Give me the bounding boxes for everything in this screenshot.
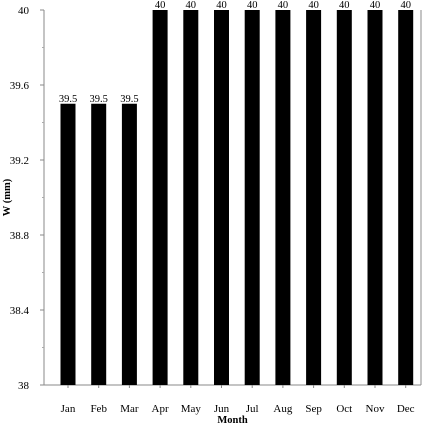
axes-layer xyxy=(40,9,422,388)
x-tick-label: Sep xyxy=(305,403,322,415)
bar-value-label: 39.5 xyxy=(90,94,108,105)
y-tick-label: 40 xyxy=(18,5,30,17)
x-tick-label: Aug xyxy=(273,403,292,415)
bar-aug xyxy=(275,10,291,385)
bar-apr xyxy=(152,10,168,385)
bars-layer xyxy=(60,10,414,385)
y-tick-label: 39.2 xyxy=(10,155,29,167)
x-tick-label: Feb xyxy=(90,403,107,415)
bar-jun xyxy=(214,10,229,385)
x-tick-label: Oct xyxy=(336,403,352,415)
bar-value-label: 40 xyxy=(155,0,166,11)
bar-value-label: 39.5 xyxy=(120,94,138,105)
bar-oct xyxy=(336,10,352,385)
x-tick-label: Jan xyxy=(61,403,76,415)
bar-mar xyxy=(121,103,137,385)
y-axis-title: W (mm) xyxy=(2,178,13,216)
bar-nov xyxy=(367,10,383,385)
bar-dec xyxy=(398,10,414,385)
labels-layer: 38 38.4 38.8 39.2 39.6 40 39.5 Jan 39.5 Feb 39.5 Ma… xyxy=(10,0,415,415)
x-axis-title: Month xyxy=(217,415,247,426)
bar-value-label: 40 xyxy=(247,0,258,11)
bar-sep xyxy=(306,10,322,385)
x-tick-label: Nov xyxy=(366,403,385,415)
bar-value-label: 40 xyxy=(308,0,319,11)
x-tick-label: May xyxy=(181,403,202,415)
bar-value-label: 40 xyxy=(186,0,197,11)
x-tick-label: Mar xyxy=(120,403,139,415)
x-tick-label: Dec xyxy=(397,403,415,415)
y-tick-label: 38.4 xyxy=(10,305,30,317)
bar-feb xyxy=(91,103,107,385)
bar-value-label: 40 xyxy=(278,0,289,11)
x-tick-label: Jul xyxy=(246,403,259,415)
bar-jul xyxy=(244,10,260,385)
bar-value-label: 39.5 xyxy=(59,94,77,105)
bar-value-label: 40 xyxy=(370,0,381,11)
bar-jan xyxy=(60,103,76,385)
x-tick-label: Jun xyxy=(214,403,230,415)
bar-may xyxy=(183,10,199,385)
y-tick-label: 38.8 xyxy=(10,230,30,242)
x-tick-label: Apr xyxy=(152,403,169,415)
y-tick-label: 39.6 xyxy=(10,80,30,92)
bar-value-label: 40 xyxy=(400,0,411,11)
bar-value-label: 40 xyxy=(339,0,350,11)
y-tick-label: 38 xyxy=(18,380,30,392)
bar-value-label: 40 xyxy=(216,0,227,11)
